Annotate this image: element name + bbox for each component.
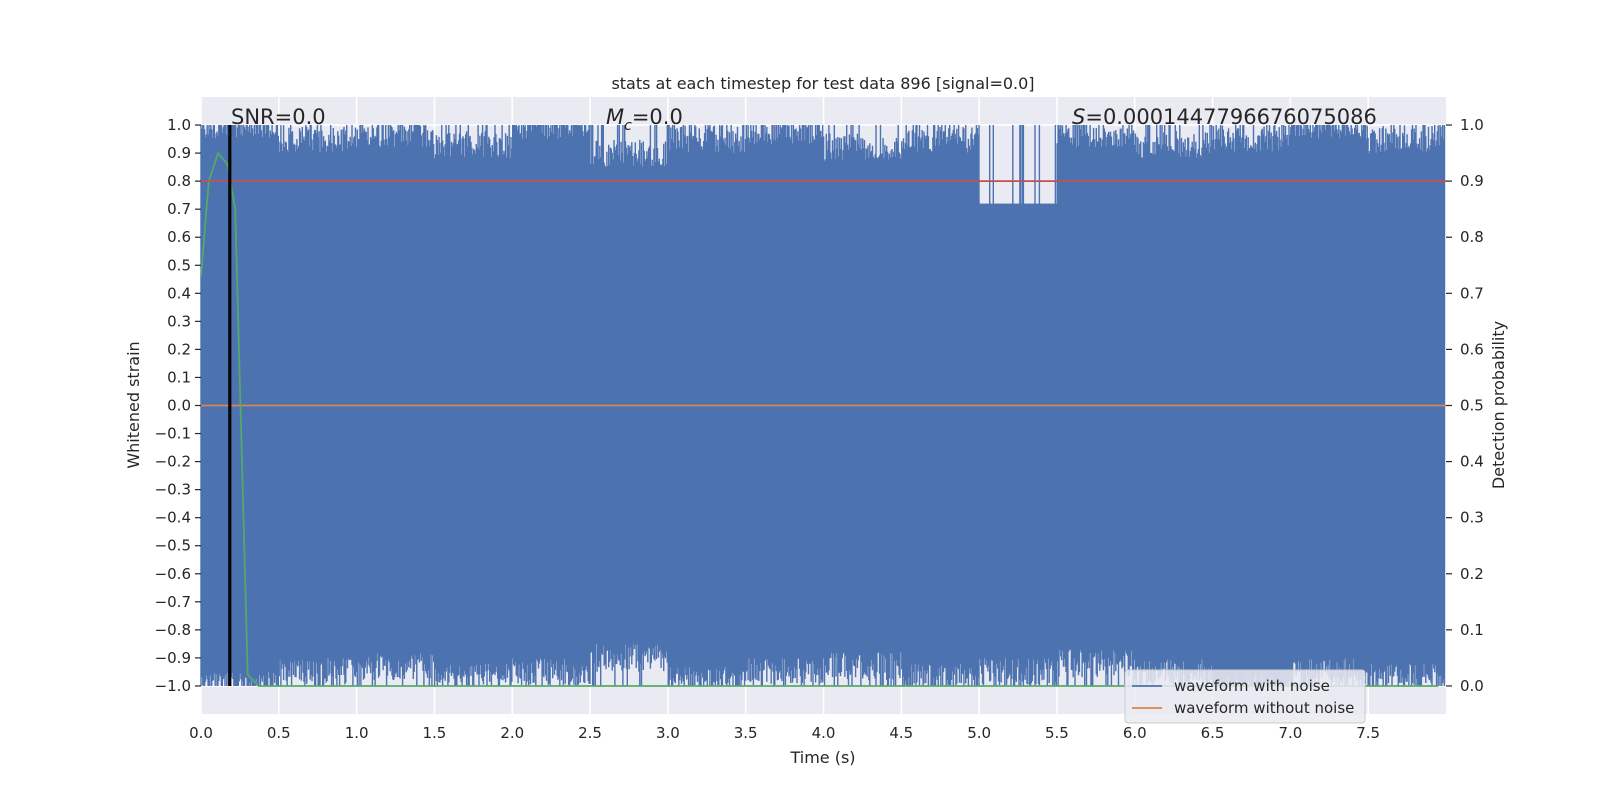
y-tick-label: 0.3 — [167, 312, 191, 330]
y-tick-label: 0.4 — [167, 284, 191, 302]
y-tick-label: 0.5 — [167, 256, 191, 274]
chart-title: stats at each timestep for test data 896… — [611, 74, 1034, 93]
y2-tick-label: 1.0 — [1460, 116, 1484, 134]
y2-tick-label: 0.4 — [1460, 453, 1484, 471]
chirp-mass-annotation: Mc=0.0 — [606, 105, 683, 134]
x-axis-title: Time (s) — [789, 748, 855, 767]
legend-box — [1124, 669, 1366, 724]
series-lines — [200, 125, 1446, 687]
legend: waveform with noise waveform without noi… — [1124, 669, 1366, 724]
x-tick-label: 0.0 — [189, 724, 213, 742]
y-tick-label: 0.7 — [167, 200, 191, 218]
s-symbol: S — [1072, 105, 1085, 129]
y2-tick-label: 0.7 — [1460, 284, 1484, 302]
y-tick-label: −0.1 — [155, 425, 191, 443]
y-tick-label: −1.0 — [155, 677, 191, 695]
chirp-mass-subscript: c — [624, 118, 632, 134]
s-value: =0.0001447796676075086 — [1085, 105, 1377, 129]
y-tick-label: 0.9 — [167, 144, 191, 162]
y-tick-label: 0.8 — [167, 172, 191, 190]
y2-tick-label: 0.3 — [1460, 509, 1484, 527]
x-tick-label: 3.5 — [734, 724, 758, 742]
x-tick-label: 5.5 — [1045, 724, 1069, 742]
y-axis-right: 1.0 0.9 0.8 0.7 0.6 0.5 0.4 0.3 0.2 0.1 0.0 — [1446, 116, 1484, 695]
y-tick-label: −0.9 — [155, 649, 191, 667]
x-tick-label: 3.0 — [656, 724, 680, 742]
legend-label-clean: waveform without noise — [1174, 699, 1354, 717]
y-tick-label: −0.3 — [155, 481, 191, 499]
x-tick-label: 4.0 — [812, 724, 836, 742]
snr-annotation: SNR=0.0 — [231, 105, 326, 129]
y-axis-left: 1.0 0.9 0.8 0.7 0.6 0.5 0.4 0.3 0.2 0.1 0.0 −0.1 −0.… — [155, 116, 201, 695]
y-tick-label: −0.2 — [155, 453, 191, 471]
x-axis: 0.0 0.5 1.0 1.5 2.0 2.5 3.0 3.5 4.0 4.5 5.0 5.5 6.0 6… — [189, 724, 1380, 742]
x-tick-label: 6.5 — [1201, 724, 1225, 742]
chirp-mass-value: =0.0 — [632, 105, 683, 129]
x-tick-label: 5.0 — [967, 724, 991, 742]
y-tick-label: 0.6 — [167, 228, 191, 246]
x-tick-label: 4.5 — [889, 724, 913, 742]
y2-axis-title: Detection probability — [1489, 321, 1508, 489]
y-tick-label: 1.0 — [167, 116, 191, 134]
chirp-mass-symbol: M — [606, 105, 624, 129]
y2-tick-label: 0.8 — [1460, 228, 1484, 246]
y-tick-label: −0.5 — [155, 537, 191, 555]
y-tick-label: −0.7 — [155, 593, 191, 611]
y2-tick-label: 0.1 — [1460, 621, 1484, 639]
y2-tick-label: 0.2 — [1460, 565, 1484, 583]
y-tick-label: −0.4 — [155, 509, 191, 527]
y-tick-label: −0.6 — [155, 565, 191, 583]
x-tick-label: 2.5 — [578, 724, 602, 742]
x-tick-label: 1.5 — [423, 724, 447, 742]
y2-tick-label: 0.6 — [1460, 340, 1484, 358]
legend-label-noise: waveform with noise — [1174, 677, 1330, 695]
y-tick-label: 0.0 — [167, 397, 191, 415]
x-tick-label: 7.0 — [1278, 724, 1302, 742]
x-tick-label: 2.0 — [500, 724, 524, 742]
y2-tick-label: 0.0 — [1460, 677, 1484, 695]
y-tick-label: −0.8 — [155, 621, 191, 639]
s-annotation: S=0.0001447796676075086 — [1072, 105, 1377, 129]
x-tick-label: 6.0 — [1123, 724, 1147, 742]
x-tick-label: 0.5 — [267, 724, 291, 742]
y-axis-title: Whitened strain — [124, 341, 143, 468]
x-tick-label: 7.5 — [1356, 724, 1380, 742]
x-tick-label: 1.0 — [345, 724, 369, 742]
y-tick-label: 0.1 — [167, 368, 191, 386]
y-tick-label: 0.2 — [167, 340, 191, 358]
y2-tick-label: 0.9 — [1460, 172, 1484, 190]
y2-tick-label: 0.5 — [1460, 397, 1484, 415]
